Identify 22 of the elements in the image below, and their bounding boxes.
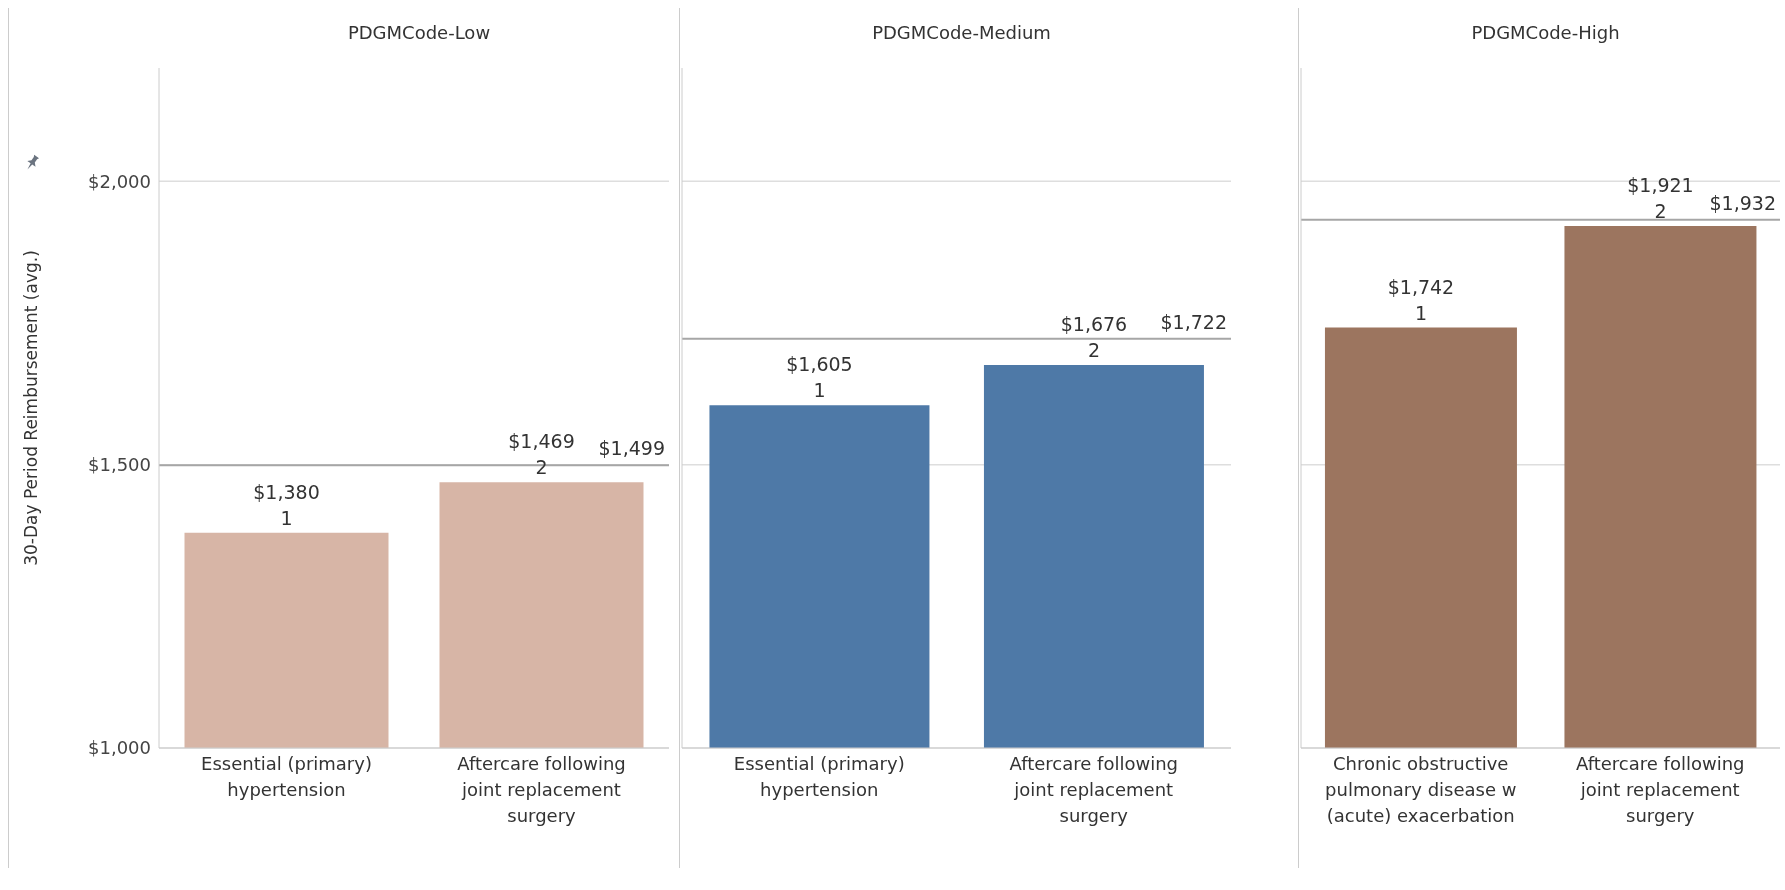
- chart-title: PDGMCode-High: [1470, 21, 1621, 45]
- x-tick-label: Chronic obstructive pulmonary disease w (acute) exacerbation: [1325, 753, 1517, 826]
- data-label: $1,676 2: [1060, 312, 1128, 361]
- data-label: $1,742 1: [1387, 275, 1455, 324]
- x-tick-label: Essential (primary) hypertension: [201, 753, 372, 800]
- y-tick-label: $1,000: [88, 737, 151, 759]
- chart-title: PDGMCode-Low: [346, 21, 492, 45]
- data-label: $1,605 1: [786, 353, 853, 402]
- ref-line-label: $1,722: [1160, 310, 1227, 333]
- x-tick-label: Essential (primary) hypertension: [733, 753, 905, 800]
- data-label: $1,380 1: [253, 480, 320, 529]
- data-label: $1,469 2: [508, 430, 575, 479]
- x-tick-label: Aftercare following joint replacement surgery: [1009, 753, 1178, 826]
- ref-line-label: $1,932: [1709, 191, 1776, 214]
- x-tick-label: Aftercare following joint replacement surgery: [1576, 753, 1745, 826]
- y-tick-label: $1,500: [88, 454, 151, 476]
- data-label: $1,921 2: [1627, 174, 1694, 223]
- y-tick-label: $2,000: [88, 170, 151, 192]
- x-tick-label: Aftercare following joint replacement surgery: [457, 753, 626, 826]
- chart-title: PDGMCode-Medium: [871, 21, 1052, 45]
- y-axis-title: 30-Day Period Reimbursement (avg.): [21, 250, 42, 566]
- ref-line-label: $1,499: [598, 437, 665, 460]
